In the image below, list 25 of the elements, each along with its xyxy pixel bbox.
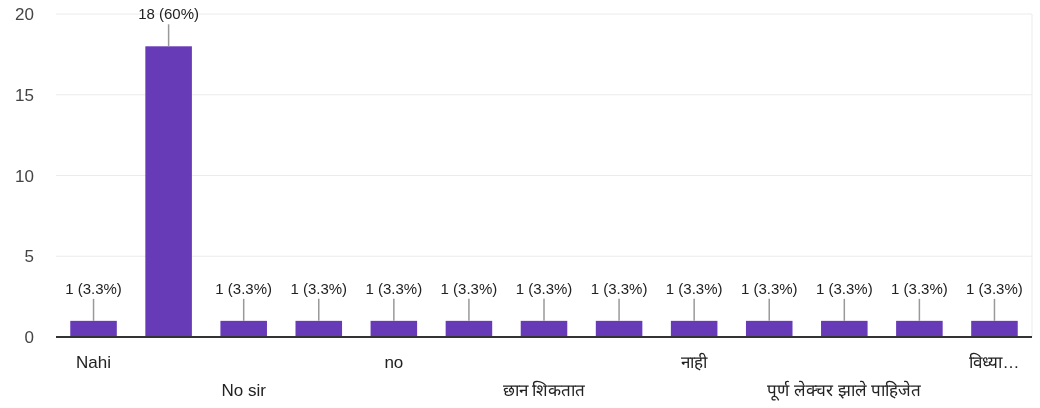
data-label: 1 (3.3%) — [740, 279, 798, 297]
x-tick-label: नाही — [681, 352, 709, 372]
data-label: 1 (3.3%) — [215, 279, 273, 297]
x-tick-label: Nahi — [76, 353, 112, 372]
y-tick-label: 10 — [15, 166, 34, 186]
data-label: 1 (3.3%) — [590, 279, 648, 297]
x-tick-label: पूर्ण लेक्चर झाले पाहिजेत — [767, 380, 922, 401]
data-label: 1 (3.3%) — [665, 279, 723, 297]
data-label: 1 (3.3%) — [891, 279, 948, 297]
y-tick-label: 20 — [15, 5, 34, 24]
y-tick-label: 0 — [24, 328, 34, 347]
data-label: 1 (3.3%) — [966, 279, 1023, 297]
data-label: 1 (3.3%) — [65, 279, 122, 297]
x-tick-label: No sir — [221, 381, 267, 400]
x-tick-label: no — [384, 353, 404, 372]
x-tick-label: विध्या… — [969, 352, 1020, 372]
data-label: 1 (3.3%) — [290, 279, 348, 297]
data-label: 1 (3.3%) — [815, 279, 873, 297]
data-label: 1 (3.3%) — [440, 279, 498, 297]
data-label: 1 (3.3%) — [515, 279, 573, 297]
x-tick-label: छान शिकतात — [502, 380, 586, 400]
data-label: 1 (3.3%) — [365, 279, 423, 297]
y-tick-label: 15 — [15, 85, 34, 105]
data-label: 18 (60%) — [138, 5, 200, 23]
y-tick-label: 5 — [24, 247, 34, 267]
